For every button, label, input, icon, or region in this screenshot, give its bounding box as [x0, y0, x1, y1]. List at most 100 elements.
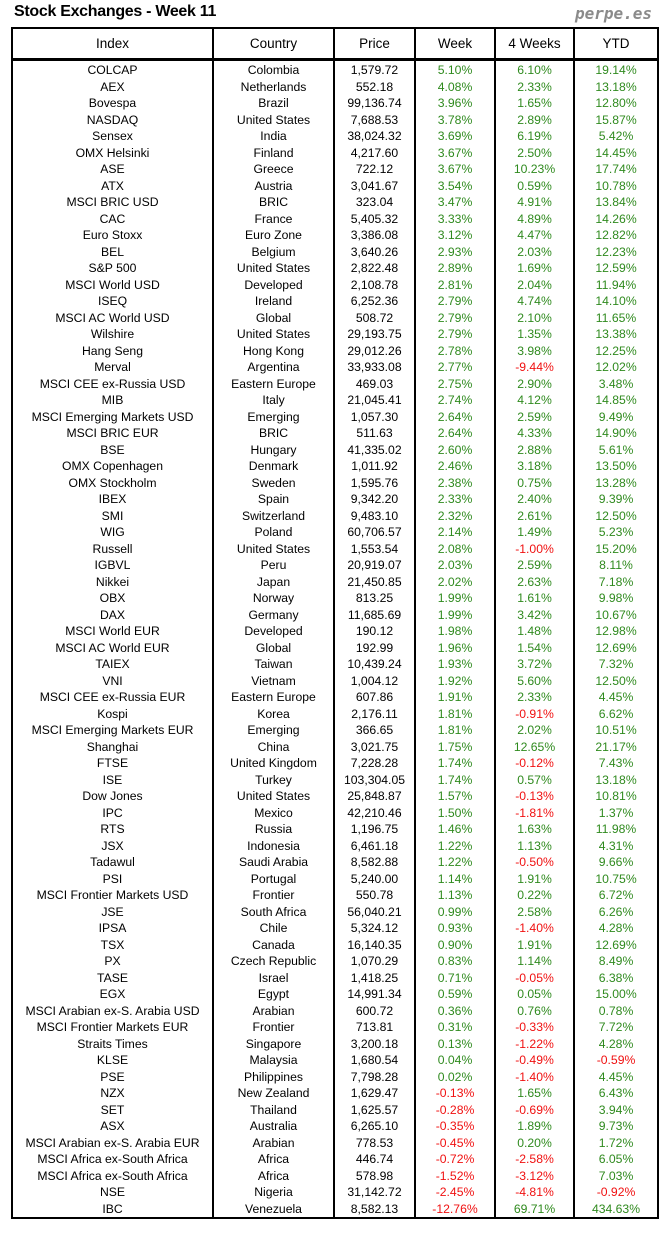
week-change-cell: -0.72% — [414, 1151, 496, 1168]
country-cell: Philippines — [212, 1068, 335, 1085]
week-change-cell: -0.45% — [414, 1134, 496, 1151]
table-row: MSCI Frontier Markets EUR Frontier 713.81 0… — [11, 1019, 659, 1036]
ytd-change-cell: 11.94% — [573, 276, 659, 293]
four-week-change-cell: -0.12% — [494, 755, 575, 772]
price-cell: 508.72 — [333, 309, 416, 326]
four-week-change-cell: 5.60% — [494, 672, 575, 689]
index-cell: Dow Jones — [11, 788, 214, 805]
four-week-change-cell: 6.10% — [494, 59, 575, 79]
country-cell: Finland — [212, 144, 335, 161]
ytd-change-cell: 6.05% — [573, 1151, 659, 1168]
index-cell: TAIEX — [11, 656, 214, 673]
table-row: CAC France 5,405.32 3.33% 4.89% 14.26% — [11, 210, 659, 227]
country-cell: Indonesia — [212, 837, 335, 854]
price-cell: 4,217.60 — [333, 144, 416, 161]
four-week-change-cell: 1.91% — [494, 936, 575, 953]
ytd-change-cell: 12.50% — [573, 672, 659, 689]
week-change-cell: 1.50% — [414, 804, 496, 821]
price-cell: 446.74 — [333, 1151, 416, 1168]
column-header-price: Price — [333, 27, 416, 61]
ytd-change-cell: 7.72% — [573, 1019, 659, 1036]
country-cell: Germany — [212, 606, 335, 623]
price-cell: 7,228.28 — [333, 755, 416, 772]
four-week-change-cell: 1.48% — [494, 623, 575, 640]
table-row: MSCI CEE ex-Russia EUR Eastern Europe 607.… — [11, 689, 659, 706]
four-week-change-cell: 4.47% — [494, 227, 575, 244]
country-cell: Netherlands — [212, 78, 335, 95]
price-cell: 190.12 — [333, 623, 416, 640]
price-cell: 1,004.12 — [333, 672, 416, 689]
index-cell: SET — [11, 1101, 214, 1118]
four-week-change-cell: 1.49% — [494, 524, 575, 541]
price-cell: 9,342.20 — [333, 491, 416, 508]
four-week-change-cell: -9.44% — [494, 359, 575, 376]
country-cell: Australia — [212, 1118, 335, 1135]
index-cell: MSCI BRIC EUR — [11, 425, 214, 442]
four-week-change-cell: 1.61% — [494, 590, 575, 607]
four-week-change-cell: 2.89% — [494, 111, 575, 128]
four-week-change-cell: 1.13% — [494, 837, 575, 854]
week-change-cell: 2.14% — [414, 524, 496, 541]
week-change-cell: 0.83% — [414, 953, 496, 970]
four-week-change-cell: 4.89% — [494, 210, 575, 227]
table-row: Tadawul Saudi Arabia 8,582.88 1.22% -0.50% 9.… — [11, 854, 659, 871]
ytd-change-cell: 4.31% — [573, 837, 659, 854]
week-change-cell: 3.47% — [414, 194, 496, 211]
price-cell: 1,057.30 — [333, 408, 416, 425]
country-cell: Emerging — [212, 722, 335, 739]
table-row: IBEX Spain 9,342.20 2.33% 2.40% 9.39% — [11, 491, 659, 508]
table-row: MIB Italy 21,045.41 2.74% 4.12% 14.85% — [11, 392, 659, 409]
ytd-change-cell: 14.10% — [573, 293, 659, 310]
four-week-change-cell: 2.90% — [494, 375, 575, 392]
price-cell: 20,919.07 — [333, 557, 416, 574]
week-change-cell: 2.81% — [414, 276, 496, 293]
table-body: COLCAP Colombia 1,579.72 5.10% 6.10% 19.14% AE… — [11, 59, 659, 1218]
table-row: S&P 500 United States 2,822.48 2.89% 1.69% 12… — [11, 260, 659, 277]
week-change-cell: 1.46% — [414, 821, 496, 838]
four-week-change-cell: 2.63% — [494, 573, 575, 590]
ytd-change-cell: 17.74% — [573, 161, 659, 178]
table-row: Nikkei Japan 21,450.85 2.02% 2.63% 7.18% — [11, 573, 659, 590]
table-row: ASX Australia 6,265.10 -0.35% 1.89% 9.73% — [11, 1118, 659, 1135]
table-row: OMX Copenhagen Denmark 1,011.92 2.46% 3.18% 1… — [11, 458, 659, 475]
price-cell: 9,483.10 — [333, 507, 416, 524]
ytd-change-cell: -0.59% — [573, 1052, 659, 1069]
four-week-change-cell: -0.50% — [494, 854, 575, 871]
week-change-cell: 0.36% — [414, 1002, 496, 1019]
index-cell: IPSA — [11, 920, 214, 937]
four-week-change-cell: 2.40% — [494, 491, 575, 508]
week-change-cell: -1.52% — [414, 1167, 496, 1184]
index-cell: Hang Seng — [11, 342, 214, 359]
table-row: Sensex India 38,024.32 3.69% 6.19% 5.42% — [11, 128, 659, 145]
ytd-change-cell: 9.49% — [573, 408, 659, 425]
ytd-change-cell: 12.25% — [573, 342, 659, 359]
index-cell: DAX — [11, 606, 214, 623]
table-row: DAX Germany 11,685.69 1.99% 3.42% 10.67% — [11, 606, 659, 623]
four-week-change-cell: 3.98% — [494, 342, 575, 359]
index-cell: Shanghai — [11, 738, 214, 755]
ytd-change-cell: 4.28% — [573, 1035, 659, 1052]
country-cell: France — [212, 210, 335, 227]
country-cell: Korea — [212, 705, 335, 722]
four-week-change-cell: 1.63% — [494, 821, 575, 838]
country-cell: Malaysia — [212, 1052, 335, 1069]
table-row: Straits Times Singapore 3,200.18 0.13% -1.22… — [11, 1035, 659, 1052]
ytd-change-cell: 14.90% — [573, 425, 659, 442]
price-cell: 600.72 — [333, 1002, 416, 1019]
country-cell: Arabian — [212, 1002, 335, 1019]
country-cell: Peru — [212, 557, 335, 574]
index-cell: COLCAP — [11, 59, 214, 79]
country-cell: Ireland — [212, 293, 335, 310]
country-cell: Spain — [212, 491, 335, 508]
week-change-cell: 1.13% — [414, 887, 496, 904]
ytd-change-cell: 10.67% — [573, 606, 659, 623]
ytd-change-cell: -0.92% — [573, 1184, 659, 1201]
ytd-change-cell: 11.98% — [573, 821, 659, 838]
index-cell: IGBVL — [11, 557, 214, 574]
index-cell: Nikkei — [11, 573, 214, 590]
ytd-change-cell: 5.42% — [573, 128, 659, 145]
ytd-change-cell: 1.37% — [573, 804, 659, 821]
week-change-cell: 1.96% — [414, 639, 496, 656]
price-cell: 3,640.26 — [333, 243, 416, 260]
index-cell: MSCI Arabian ex-S. Arabia EUR — [11, 1134, 214, 1151]
